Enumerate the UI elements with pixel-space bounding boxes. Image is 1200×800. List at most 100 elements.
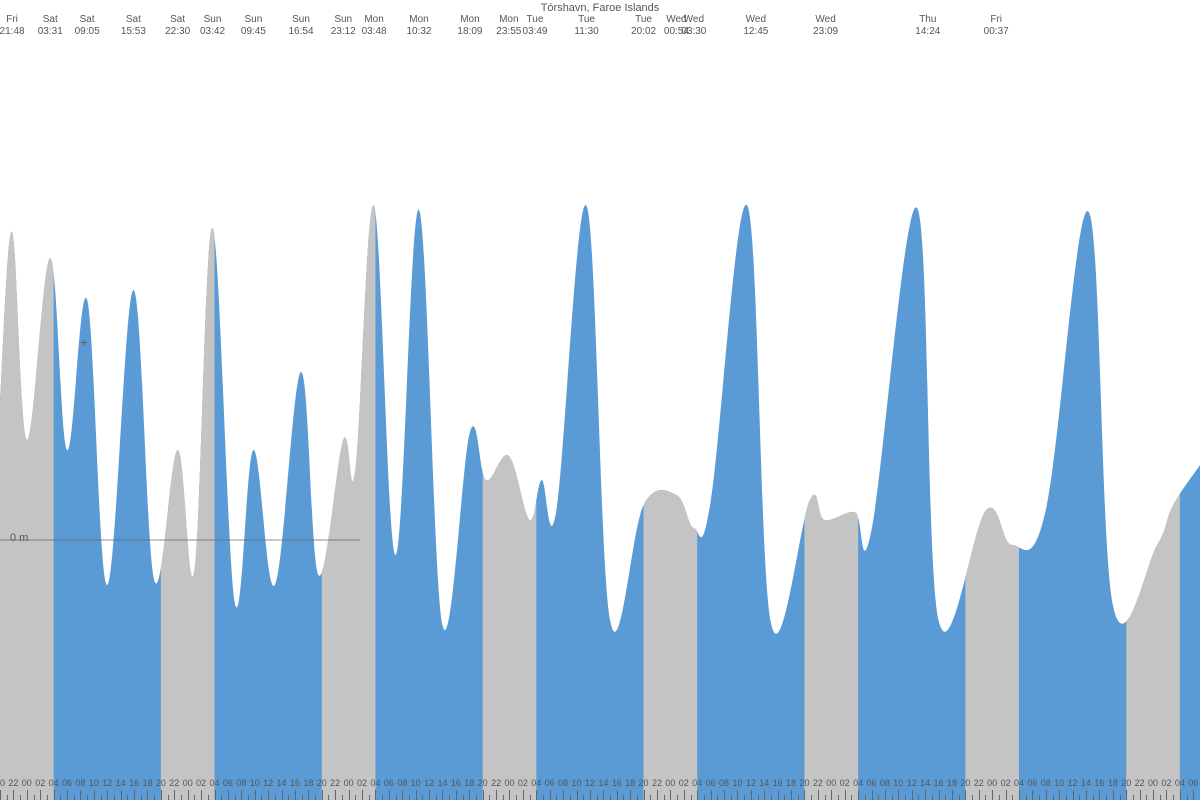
x-tick-label: 12 [907,778,917,788]
tide-event-label: Mon23:55 [496,14,521,38]
x-tick-label: 06 [62,778,72,788]
chart-svg [0,0,1200,800]
x-tick-label: 14 [759,778,769,788]
x-tick-label: 00 [665,778,675,788]
x-tick-label: 02 [35,778,45,788]
x-tick-label: 12 [424,778,434,788]
tide-event-label: Tue11:30 [574,14,598,38]
top-labels-row: Fri21:48Sat03:31Sat09:05Sat15:53Sat22:30… [0,14,1200,40]
x-tick-label: 10 [250,778,260,788]
x-tick-label: 16 [773,778,783,788]
x-tick-label: 22 [330,778,340,788]
x-tick-label: 04 [49,778,59,788]
x-tick-label: 08 [880,778,890,788]
x-tick-label: 18 [786,778,796,788]
x-tick-label: 08 [75,778,85,788]
x-tick-label: 10 [1054,778,1064,788]
tide-event-label: Tue20:02 [631,14,656,38]
x-tick-label: 02 [1001,778,1011,788]
x-tick-label: 10 [411,778,421,788]
x-tick-label: 16 [934,778,944,788]
x-tick-label: 02 [679,778,689,788]
tide-event-label: Sun23:12 [331,14,356,38]
x-tick-label: 02 [357,778,367,788]
x-tick-label: 20 [639,778,649,788]
x-tick-label: 12 [585,778,595,788]
x-tick-label: 08 [558,778,568,788]
x-tick-label: 14 [116,778,126,788]
tide-event-label: Sun16:54 [288,14,313,38]
x-tick-label: 12 [1068,778,1078,788]
x-tick-label: 02 [1161,778,1171,788]
x-tick-label: 10 [89,778,99,788]
x-tick-label: 18 [625,778,635,788]
x-axis-ticks: 2022000204060810121416182022000204060810… [0,778,1200,800]
x-tick-label: 00 [826,778,836,788]
x-tick-label: 16 [1094,778,1104,788]
tide-event-label: Sun09:45 [241,14,266,38]
x-tick-label: 04 [531,778,541,788]
x-tick-label: 02 [840,778,850,788]
x-tick-label: 04 [1175,778,1185,788]
x-tick-label: 16 [451,778,461,788]
x-tick-label: 08 [236,778,246,788]
x-tick-label: 18 [1108,778,1118,788]
tide-chart: Tórshavn, Faroe Islands Fri21:48 Sat03:31… [0,0,1200,800]
zero-line-label: 0 m [10,532,28,544]
x-tick-label: 22 [491,778,501,788]
x-tick-label: 00 [183,778,193,788]
x-tick-label: 06 [223,778,233,788]
x-tick-label: 20 [156,778,166,788]
x-tick-label: 02 [518,778,528,788]
x-tick-label: 20 [0,778,5,788]
x-tick-label: 20 [799,778,809,788]
tide-event-label: Sat09:05 [75,14,100,38]
x-tick-label: 08 [719,778,729,788]
x-tick-label: 00 [987,778,997,788]
x-tick-label: 00 [504,778,514,788]
x-tick-label: 06 [1027,778,1037,788]
x-tick-label: 00 [344,778,354,788]
x-tick-label: 10 [732,778,742,788]
x-tick-label: 04 [1014,778,1024,788]
x-tick-label: 14 [598,778,608,788]
x-tick-label: 18 [464,778,474,788]
x-tick-label: 04 [370,778,380,788]
tide-event-label: Thu14:24 [915,14,940,38]
x-tick-label: 22 [652,778,662,788]
tide-event-label: Fri00:37 [984,14,1009,38]
x-tick-label: 22 [169,778,179,788]
tide-event-label: Mon18:09 [457,14,482,38]
x-tick-label: 06 [384,778,394,788]
x-tick-label: 16 [612,778,622,788]
x-tick-label: 18 [947,778,957,788]
x-tick-label: 04 [692,778,702,788]
x-tick-label: 14 [277,778,287,788]
tide-event-label: Wed03:30 [681,14,706,38]
tide-event-label: Sat15:53 [121,14,146,38]
x-tick-label: 04 [853,778,863,788]
x-tick-label: 20 [960,778,970,788]
tide-event-label: Fri21:48 [0,14,25,38]
x-tick-label: 02 [196,778,206,788]
x-tick-label: 12 [746,778,756,788]
tide-event-label: Sat03:31 [38,14,63,38]
tide-event-label: Mon03:48 [362,14,387,38]
tide-event-label: Wed12:45 [743,14,768,38]
x-tick-label: 20 [317,778,327,788]
x-tick-label: 16 [129,778,139,788]
x-tick-label: 22 [8,778,18,788]
x-tick-label: 14 [920,778,930,788]
x-tick-label: 22 [1135,778,1145,788]
tide-event-label: Tue03:49 [522,14,547,38]
chart-title: Tórshavn, Faroe Islands [0,2,1200,14]
x-tick-label: 06 [545,778,555,788]
x-tick-label: 18 [303,778,313,788]
x-tick-label: 06 [706,778,716,788]
x-tick-label: 00 [22,778,32,788]
x-tick-label: 18 [142,778,152,788]
x-tick-label: 08 [1041,778,1051,788]
tide-event-label: Mon10:32 [406,14,431,38]
x-tick-label: 14 [1081,778,1091,788]
x-tick-label: 10 [893,778,903,788]
